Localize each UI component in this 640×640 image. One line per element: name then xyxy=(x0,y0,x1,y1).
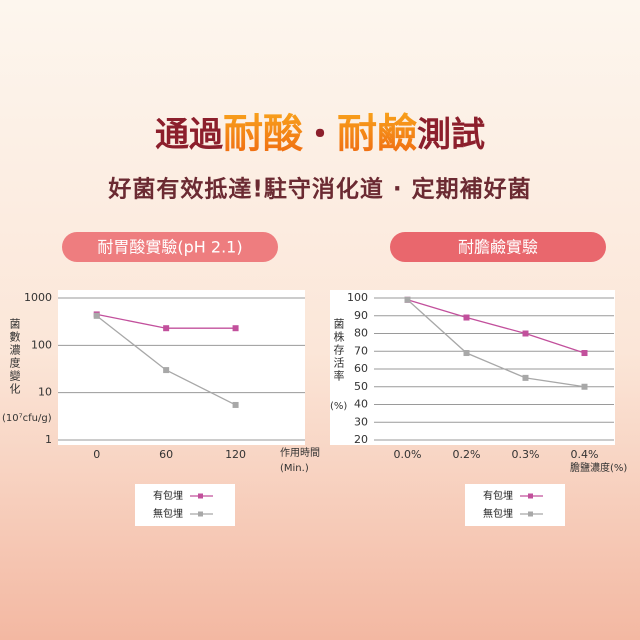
x-tick-label: 120 xyxy=(225,448,246,461)
legend-marker xyxy=(198,493,203,499)
legend-marker xyxy=(528,493,533,499)
y-tick-label: 60 xyxy=(354,362,368,375)
legend-box xyxy=(135,484,235,526)
legend-label: 有包埋 xyxy=(483,489,513,502)
headline-part: 耐鹼 xyxy=(337,111,417,157)
y-tick-label: 1 xyxy=(45,433,52,446)
x-tick-label: 0.4% xyxy=(571,448,599,461)
subtitle: 好菌有效抵達!駐守消化道 · 定期補好菌 xyxy=(107,176,531,203)
series-point xyxy=(522,374,529,381)
series-point xyxy=(232,401,239,408)
y-axis-unit: (10⁷cfu/g) xyxy=(2,413,52,424)
headline-part: 耐酸 xyxy=(223,111,304,157)
chart-title: 耐胃酸實驗(pH 2.1) xyxy=(97,238,242,257)
legend-marker xyxy=(528,511,533,517)
x-tick-label: 0.3% xyxy=(512,448,540,461)
headline-part: 測試 xyxy=(417,115,485,155)
legend-box xyxy=(465,484,565,526)
y-tick-label: 50 xyxy=(354,380,368,393)
y-tick-label: 100 xyxy=(31,338,52,351)
legend-label: 無包埋 xyxy=(153,507,183,520)
y-tick-label: 40 xyxy=(354,398,368,411)
chart-title-pill xyxy=(62,232,278,262)
series-line xyxy=(407,299,585,354)
y-tick-label: 30 xyxy=(354,415,368,428)
chart-title-pill xyxy=(390,232,606,262)
y-axis-label: 菌數濃度變化 xyxy=(8,318,21,396)
series-point xyxy=(404,296,411,303)
series-point xyxy=(581,383,588,390)
legend-marker xyxy=(198,511,203,517)
x-tick-label: 0 xyxy=(93,448,100,461)
y-tick-label: 70 xyxy=(354,344,368,357)
y-tick-label: 1000 xyxy=(24,291,52,304)
x-axis-label: 作用時間 xyxy=(280,447,320,459)
x-tick-label: 0.0% xyxy=(394,448,422,461)
series-line xyxy=(407,299,585,388)
x-axis-label: (Min.) xyxy=(280,463,309,474)
legend-label: 無包埋 xyxy=(483,507,513,520)
series-point xyxy=(93,312,100,319)
headline-part: 通過 xyxy=(155,115,224,155)
chart-title: 耐膽鹼實驗 xyxy=(458,238,538,257)
series-point xyxy=(163,325,170,332)
series-point xyxy=(581,350,588,357)
headline: 通過耐酸・耐鹼測試 xyxy=(155,111,485,157)
y-tick-label: 100 xyxy=(347,291,368,304)
series-point xyxy=(232,325,239,332)
y-tick-label: 10 xyxy=(38,386,52,399)
legend-label: 有包埋 xyxy=(153,489,183,502)
x-tick-label: 0.2% xyxy=(453,448,481,461)
series-point xyxy=(463,350,470,357)
series-point xyxy=(163,367,170,374)
y-tick-label: 80 xyxy=(354,327,368,340)
y-axis-unit: (%) xyxy=(330,401,347,412)
y-axis-label: 菌株存活率 xyxy=(332,318,345,383)
series-point xyxy=(463,314,470,321)
x-axis-label: 膽鹽濃度(%) xyxy=(570,461,627,474)
y-tick-label: 90 xyxy=(354,309,368,322)
y-tick-label: 20 xyxy=(354,433,368,446)
x-tick-label: 60 xyxy=(159,448,173,461)
headline-part: ・ xyxy=(303,115,337,155)
series-point xyxy=(522,330,529,337)
